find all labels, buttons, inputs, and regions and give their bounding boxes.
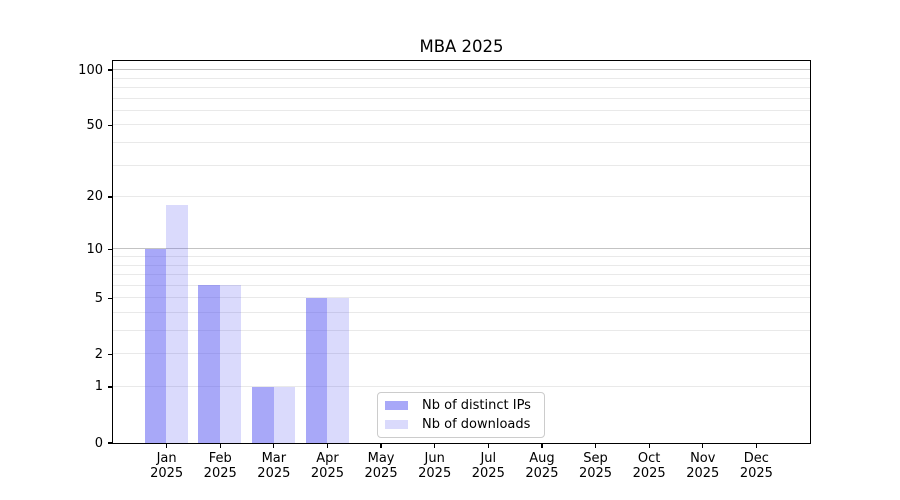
x-tick-label: Dec 2025 — [739, 451, 773, 481]
y-gridline-minor — [112, 386, 810, 388]
bar — [327, 297, 349, 443]
x-tick — [648, 443, 650, 448]
y-tick-label: 20 — [86, 189, 103, 205]
y-gridline-minor — [112, 97, 810, 99]
x-tick — [594, 443, 597, 448]
legend-item-downloads: Nb of downloads — [385, 416, 536, 433]
x-tick-label: Jul 2025 — [471, 451, 505, 481]
y-tick-label: 10 — [86, 241, 103, 257]
y-gridline-minor — [112, 124, 810, 126]
y-tick-label: 1 — [94, 379, 103, 395]
x-tick-label: Sep 2025 — [578, 451, 613, 481]
y-tick — [108, 248, 113, 250]
y-gridline-minor — [112, 274, 810, 276]
y-gridline-minor — [112, 87, 810, 89]
x-tick-label: Oct 2025 — [632, 451, 666, 481]
y-gridline-minor — [112, 353, 810, 355]
legend: Nb of distinct IPs Nb of downloads — [377, 392, 545, 438]
y-tick — [108, 386, 113, 388]
y-gridline-minor — [112, 142, 810, 144]
y-gridline-major — [112, 69, 810, 71]
x-tick — [702, 443, 704, 448]
x-tick — [165, 443, 168, 448]
y-gridline-minor — [112, 264, 810, 266]
y-tick-label: 0 — [94, 435, 103, 451]
y-gridline-minor — [112, 297, 810, 299]
x-tick — [755, 443, 758, 448]
x-tick — [487, 443, 489, 448]
x-tick — [541, 443, 543, 448]
x-tick-label: Nov 2025 — [686, 451, 720, 481]
x-tick — [380, 443, 382, 448]
y-gridline-minor — [112, 312, 810, 314]
y-tick — [108, 69, 113, 71]
x-tick-label: Aug 2025 — [525, 451, 559, 481]
y-tick-label: 2 — [94, 346, 103, 362]
y-gridline-minor — [112, 196, 810, 198]
x-tick — [273, 443, 275, 448]
x-tick — [326, 443, 329, 448]
x-tick-label: Jan 2025 — [150, 451, 184, 481]
x-tick-label: Feb 2025 — [203, 451, 237, 481]
legend-label-downloads: Nb of downloads — [422, 417, 531, 432]
x-tick-label: Apr 2025 — [310, 451, 344, 481]
y-gridline-minor — [112, 110, 810, 111]
y-tick-label: 5 — [94, 290, 103, 306]
legend-swatch-distinct-ips-icon — [385, 401, 408, 410]
x-tick — [219, 443, 221, 448]
y-gridline-major — [112, 248, 810, 250]
y-tick — [108, 442, 113, 444]
y-gridline-minor — [112, 164, 810, 166]
x-tick-label: Jun 2025 — [418, 451, 452, 481]
y-gridline-minor — [112, 284, 810, 286]
y-tick — [108, 196, 113, 198]
x-tick — [434, 443, 436, 448]
y-gridline-minor — [112, 256, 810, 258]
bar — [166, 204, 188, 443]
y-tick-label: 50 — [86, 117, 103, 133]
x-tick-label: May 2025 — [364, 451, 398, 481]
y-gridline-minor — [112, 77, 810, 79]
y-tick — [108, 297, 113, 299]
bar — [198, 285, 220, 443]
bar — [273, 386, 296, 443]
bar — [252, 386, 274, 443]
y-tick-label: 100 — [78, 62, 103, 78]
y-tick — [108, 124, 113, 126]
x-tick-label: Mar 2025 — [257, 451, 291, 481]
bar — [219, 285, 242, 443]
legend-swatch-downloads-icon — [385, 420, 408, 429]
bar — [144, 248, 167, 443]
y-tick — [108, 353, 113, 355]
chart-title: MBA 2025 — [419, 37, 504, 56]
legend-label-distinct-ips: Nb of distinct IPs — [422, 398, 531, 413]
y-gridline-minor — [112, 330, 810, 332]
bar — [305, 297, 328, 443]
legend-item-distinct-ips: Nb of distinct IPs — [385, 397, 536, 414]
plot-area — [111, 59, 811, 444]
